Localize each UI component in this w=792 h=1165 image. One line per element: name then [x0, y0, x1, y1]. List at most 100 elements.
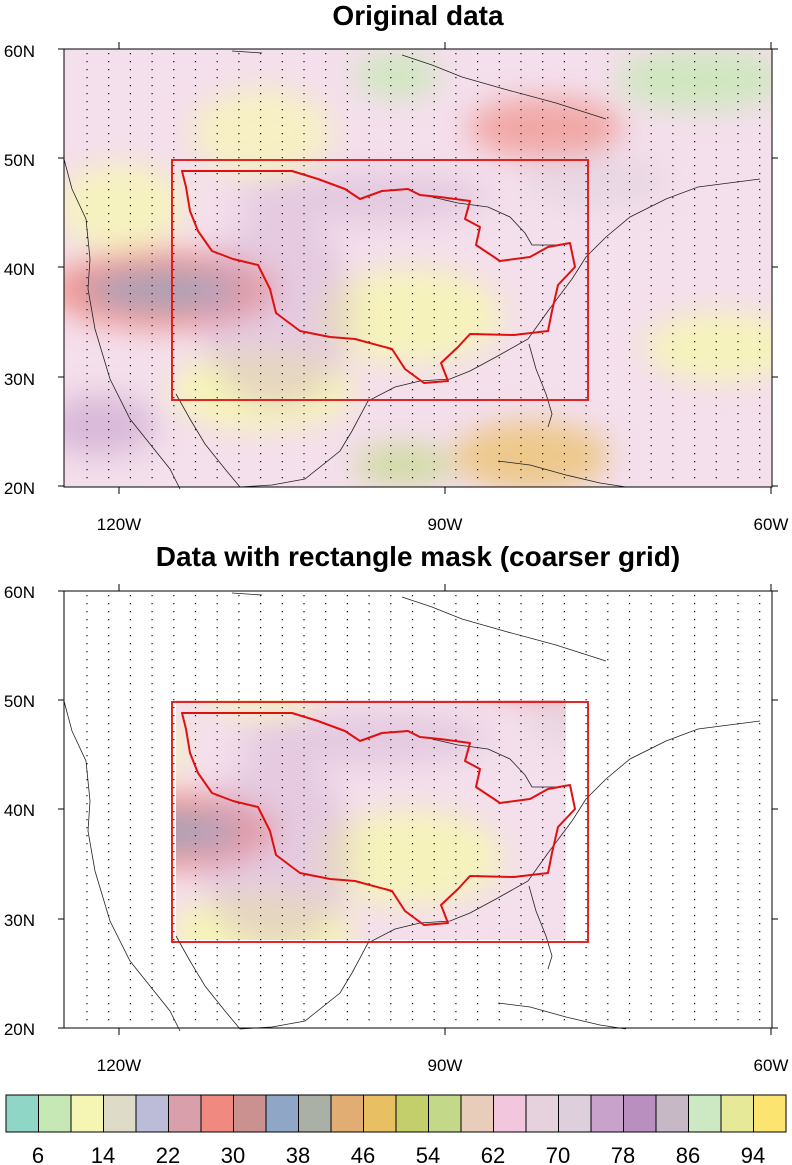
colorbar-swatch [330, 1094, 364, 1133]
colorbar-label: 54 [416, 1143, 440, 1165]
coastline-segment [175, 393, 241, 488]
colorbar [5, 1094, 787, 1133]
panel1-lat-tick-60: 60N [4, 42, 35, 61]
colorbar-label: 46 [351, 1143, 375, 1165]
panel1-lat-tick-30: 30N [4, 370, 35, 389]
field-blob [354, 443, 454, 487]
colorbar-swatch [363, 1094, 397, 1133]
field-blob [453, 421, 610, 487]
colorbar-label: 14 [91, 1143, 115, 1165]
coastline-segment [528, 343, 553, 428]
colorbar-swatch [168, 1094, 202, 1133]
field-blob [467, 97, 624, 159]
panel1-lon-tick-90w: 90W [428, 515, 463, 534]
panel1-lat-tick-50: 50N [4, 151, 35, 170]
coastline-segment [431, 196, 560, 246]
panel1-lon-tick-120w: 120W [97, 515, 141, 534]
colorbar-swatch [428, 1094, 462, 1133]
panel2-lon-tick-120w: 120W [97, 1056, 141, 1075]
colorbar-swatch [460, 1094, 494, 1133]
basin-outline [181, 170, 576, 384]
panel2-title: Data with rectangle mask (coarser grid) [156, 541, 680, 572]
colorbar-swatch [688, 1094, 722, 1133]
colorbar-swatch [590, 1094, 624, 1133]
coastline-segment [63, 158, 181, 490]
colorbar-swatch [623, 1094, 657, 1133]
coastline [63, 592, 761, 1032]
field-blob [205, 700, 320, 718]
coastline-segment [63, 700, 181, 1032]
dotted-grid [86, 53, 761, 485]
colorbar-swatch [720, 1094, 754, 1133]
colorbar-swatch [5, 1094, 39, 1133]
coastline-segment [401, 54, 607, 120]
field-blob [535, 700, 556, 701]
colorbar-label: 94 [741, 1143, 765, 1165]
coastline-segment [239, 178, 761, 488]
field-layer [64, 49, 772, 487]
coastline-segment [431, 738, 560, 788]
panel2-lat-tick-20: 20N [4, 1020, 35, 1039]
panel1-lon-tick-60w: 60W [754, 515, 789, 534]
colorbar-swatch [233, 1094, 267, 1133]
panel1-lat-tick-20: 20N [4, 479, 35, 498]
mask-rectangle [171, 701, 589, 943]
field-blob [354, 53, 440, 98]
panel1-lat-tick-40: 40N [4, 260, 35, 279]
panel2-lat-tick-60: 60N [4, 583, 35, 602]
coastline-segment [239, 720, 761, 1030]
panel2-lat-tick-40: 40N [4, 801, 35, 820]
colorbar-label: 62 [481, 1143, 505, 1165]
panel2-lon-tick-90w: 90W [428, 1056, 463, 1075]
colorbar-label: 70 [546, 1143, 570, 1165]
field-blobs [43, 591, 792, 1028]
field-layer [43, 591, 792, 1028]
coastline-segment [528, 885, 553, 970]
field-blob [176, 726, 185, 770]
panel2-lat-tick-30: 30N [4, 911, 35, 930]
coastline-segment [231, 50, 263, 54]
colorbar-swatch [38, 1094, 72, 1133]
field-blob [644, 311, 772, 382]
panel2-lat-tick-50: 50N [4, 692, 35, 711]
colorbar-label: 30 [221, 1143, 245, 1165]
field-blob [64, 395, 157, 457]
field-blob [616, 591, 786, 652]
field-blob [524, 154, 666, 207]
panel2-lon-tick-60w: 60W [754, 1056, 789, 1075]
coastline [63, 50, 761, 490]
colorbar-label: 78 [611, 1143, 635, 1165]
colorbar-swatch [753, 1094, 787, 1133]
coastline-segment [401, 596, 607, 662]
colorbar-swatch [558, 1094, 592, 1133]
mask-rectangle [171, 159, 589, 401]
field-blob [318, 809, 503, 906]
colorbar-label: 6 [32, 1143, 44, 1165]
colorbar-swatch [70, 1094, 104, 1133]
colorbar-swatch [493, 1094, 527, 1133]
coastline-segment [497, 460, 627, 488]
colorbar-swatch [265, 1094, 299, 1133]
coastline-segment [497, 1002, 627, 1030]
field-blob [191, 88, 334, 177]
field-blobs [64, 49, 772, 487]
field-blob [645, 853, 792, 923]
field-background [176, 700, 566, 940]
field-blob [354, 984, 453, 1028]
panel2-map [43, 584, 792, 1035]
panel1-title: Original data [332, 0, 504, 31]
field-blob [616, 49, 772, 111]
map-frame [63, 48, 773, 488]
colorbar-label: 22 [156, 1143, 180, 1165]
colorbar-label: 38 [286, 1143, 310, 1165]
basin-outline [181, 712, 576, 926]
colorbar-labels: 6 14 22 30 38 46 54 62 70 78 86 94 [32, 1143, 765, 1165]
field-blob [318, 268, 503, 365]
colorbar-label: 86 [676, 1143, 700, 1165]
field-blob [64, 162, 185, 251]
colorbar-swatch [298, 1094, 332, 1133]
colorbar-swatch [200, 1094, 234, 1133]
colorbar-swatch [655, 1094, 689, 1133]
field-blob [43, 936, 156, 997]
coastline-segment [231, 592, 263, 596]
